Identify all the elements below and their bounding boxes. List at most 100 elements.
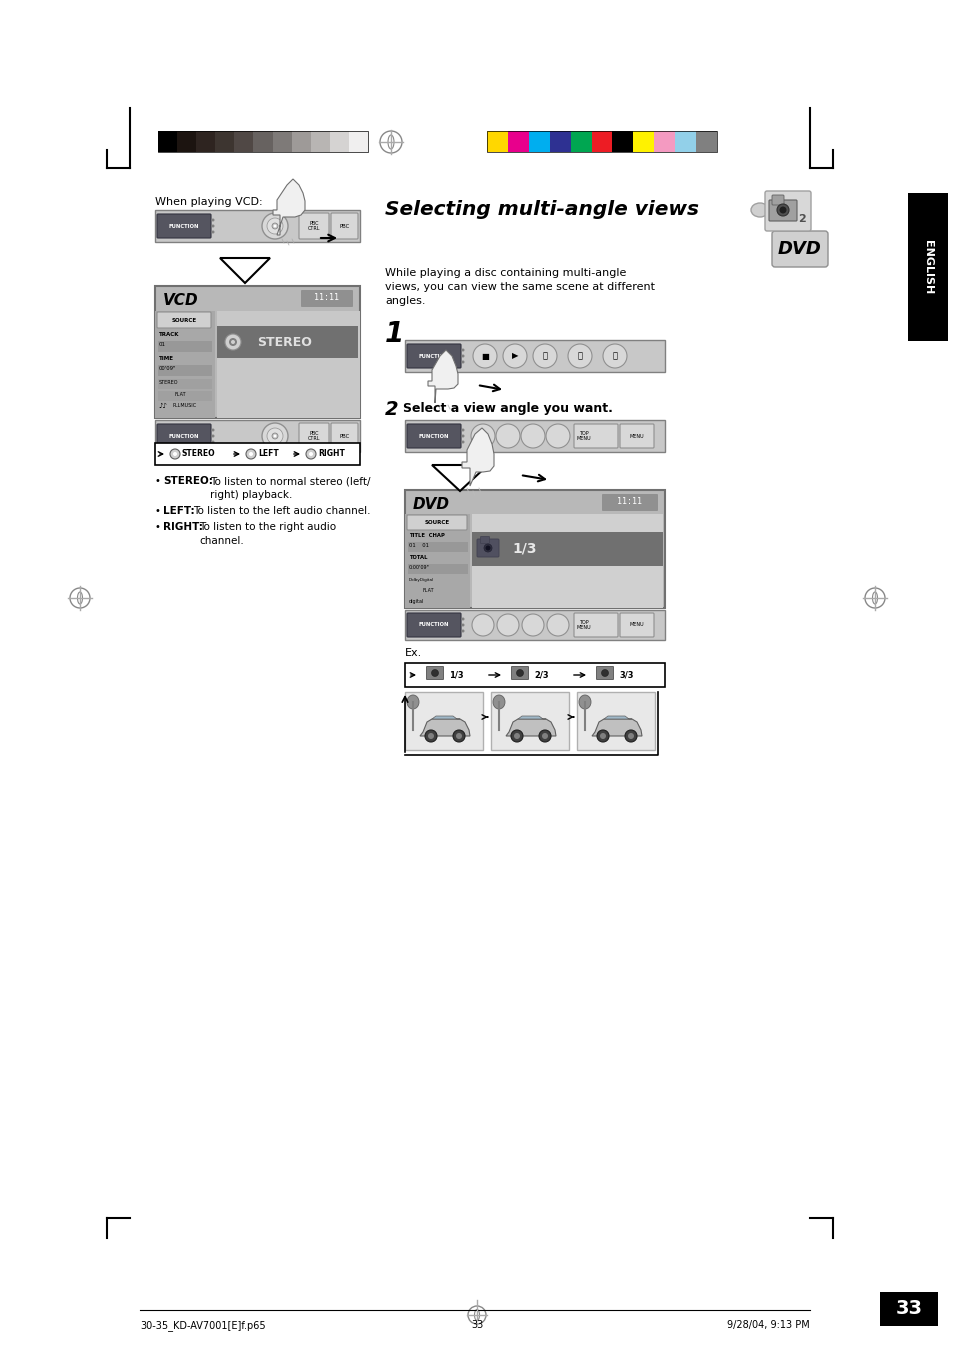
Polygon shape: [432, 465, 488, 490]
Text: RIGHT:: RIGHT:: [163, 521, 203, 532]
Text: 2: 2: [385, 400, 398, 419]
Bar: [154, 311, 214, 417]
Text: TITLE  CHAP: TITLE CHAP: [409, 534, 444, 538]
Text: ⏸: ⏸: [542, 351, 547, 361]
FancyBboxPatch shape: [480, 536, 489, 543]
Text: STEREO: STEREO: [257, 335, 313, 349]
Circle shape: [274, 435, 276, 438]
Polygon shape: [603, 716, 631, 719]
Text: When playing VCD:: When playing VCD:: [154, 197, 262, 207]
Text: MENU: MENU: [629, 434, 643, 439]
Polygon shape: [273, 178, 305, 235]
Bar: [405, 420, 664, 453]
Circle shape: [483, 544, 492, 553]
Circle shape: [624, 730, 637, 742]
Text: •: •: [154, 521, 161, 532]
Polygon shape: [419, 719, 470, 736]
Bar: [486, 131, 507, 153]
Bar: [696, 131, 717, 153]
Text: DVD: DVD: [413, 497, 450, 512]
FancyBboxPatch shape: [426, 666, 443, 680]
Bar: [158, 131, 177, 153]
Circle shape: [453, 730, 464, 742]
Bar: [158, 380, 212, 389]
Bar: [577, 692, 655, 750]
Text: Select a view angle you want.: Select a view angle you want.: [402, 403, 612, 415]
Bar: [408, 563, 468, 574]
Bar: [528, 131, 549, 153]
Text: To listen to the right audio: To listen to the right audio: [199, 521, 335, 532]
Bar: [491, 692, 568, 750]
FancyBboxPatch shape: [407, 345, 460, 367]
FancyBboxPatch shape: [476, 539, 498, 557]
Text: 2/3: 2/3: [534, 670, 548, 680]
Circle shape: [212, 428, 214, 431]
Text: 33: 33: [471, 1320, 482, 1329]
FancyBboxPatch shape: [157, 213, 211, 238]
Text: 33: 33: [895, 1300, 922, 1319]
Bar: [405, 611, 664, 640]
Text: ■: ■: [480, 351, 489, 361]
Circle shape: [461, 630, 464, 632]
Circle shape: [546, 613, 568, 636]
Text: PBC
CTRL: PBC CTRL: [308, 431, 320, 442]
Circle shape: [267, 428, 283, 444]
Text: FUNCTION: FUNCTION: [418, 623, 449, 627]
Text: SOURCE: SOURCE: [424, 520, 449, 526]
Circle shape: [541, 734, 547, 739]
Text: STEREO:: STEREO:: [163, 476, 213, 486]
Text: •: •: [154, 507, 161, 516]
Text: 01    01: 01 01: [409, 543, 429, 549]
Text: ▶: ▶: [511, 351, 517, 361]
Text: 11:11: 11:11: [314, 293, 339, 303]
Bar: [311, 131, 330, 153]
Text: DolbyDigital: DolbyDigital: [409, 578, 434, 582]
Ellipse shape: [750, 203, 768, 218]
Circle shape: [511, 730, 522, 742]
FancyBboxPatch shape: [301, 290, 353, 307]
FancyBboxPatch shape: [298, 423, 329, 449]
Bar: [292, 131, 311, 153]
Bar: [330, 131, 349, 153]
Circle shape: [602, 345, 626, 367]
Circle shape: [306, 449, 315, 459]
Text: 1: 1: [385, 320, 404, 349]
FancyBboxPatch shape: [771, 231, 827, 267]
Text: PLLMUSIC: PLLMUSIC: [172, 403, 197, 408]
FancyBboxPatch shape: [619, 424, 654, 449]
Bar: [408, 542, 468, 553]
Circle shape: [497, 613, 518, 636]
Bar: [879, 1292, 937, 1325]
Polygon shape: [517, 716, 545, 719]
Polygon shape: [220, 258, 270, 282]
Text: •: •: [154, 476, 161, 486]
Text: ♪♪: ♪♪: [158, 403, 167, 409]
Text: FUNCTION: FUNCTION: [418, 434, 449, 439]
Text: TOTAL: TOTAL: [409, 555, 427, 561]
Text: digital: digital: [409, 598, 424, 604]
Circle shape: [472, 613, 494, 636]
Text: 9/28/04, 9:13 PM: 9/28/04, 9:13 PM: [726, 1320, 809, 1329]
FancyBboxPatch shape: [511, 666, 528, 680]
Circle shape: [274, 224, 276, 227]
Text: 11:11: 11:11: [617, 497, 641, 507]
Text: VCD: VCD: [163, 293, 198, 308]
FancyBboxPatch shape: [407, 424, 460, 449]
Polygon shape: [592, 719, 641, 736]
Circle shape: [485, 546, 490, 550]
Bar: [154, 420, 359, 453]
Circle shape: [538, 730, 551, 742]
Text: SOURCE: SOURCE: [172, 317, 196, 323]
Circle shape: [225, 334, 241, 350]
Text: STEREO: STEREO: [159, 380, 178, 385]
Text: FLAT: FLAT: [174, 392, 187, 397]
Bar: [907, 193, 947, 340]
Text: RIGHT: RIGHT: [317, 450, 345, 458]
Text: FLAT: FLAT: [422, 588, 435, 593]
Circle shape: [514, 734, 519, 739]
Circle shape: [172, 453, 177, 457]
Bar: [570, 131, 591, 153]
Circle shape: [516, 670, 523, 677]
Bar: [215, 131, 234, 153]
Bar: [158, 340, 212, 353]
